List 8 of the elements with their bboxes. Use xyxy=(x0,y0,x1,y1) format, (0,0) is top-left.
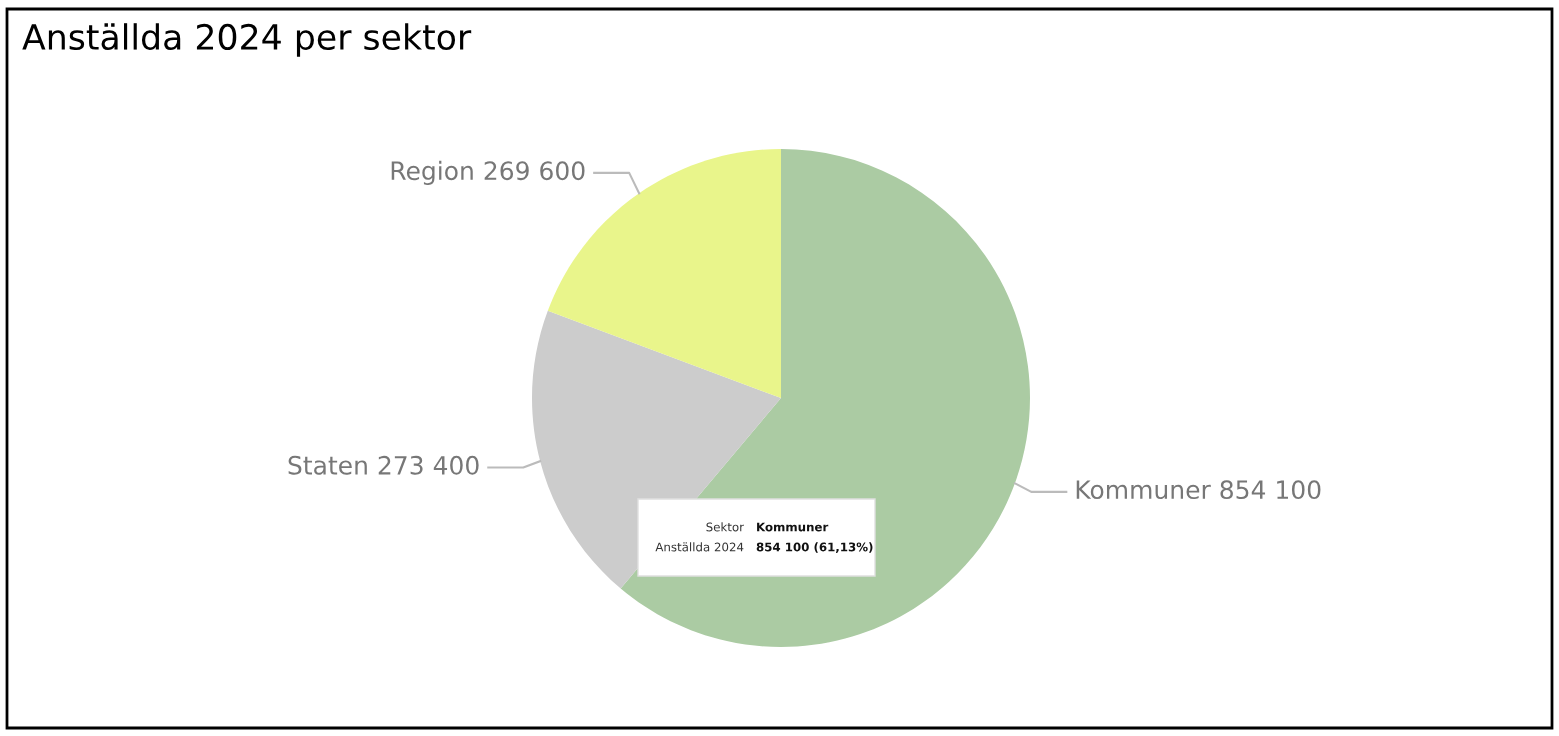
slice-label: Staten 273 400 xyxy=(288,455,479,475)
slice-label: Kommuner xyxy=(757,522,829,532)
text: Anställda 2024 xyxy=(655,542,744,552)
category-label: Kommuner 854 100 xyxy=(1076,480,1321,500)
slice-label: Region 269 600 xyxy=(391,160,585,186)
text: 854 100 (61,13%) xyxy=(756,542,873,553)
chart-title: Anställda 2024 per sektor xyxy=(22,23,472,57)
text: Sektor xyxy=(706,522,744,532)
